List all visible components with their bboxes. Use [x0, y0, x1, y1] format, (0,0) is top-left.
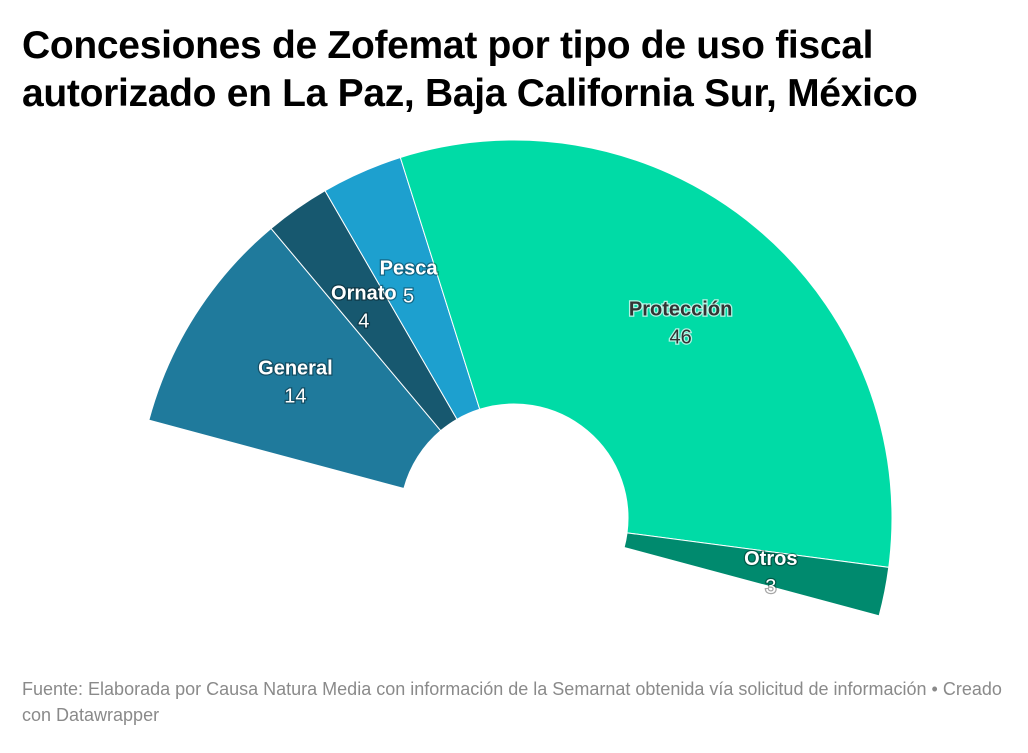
chart-footer: Fuente: Elaborada por Causa Natura Media…: [22, 676, 1012, 728]
chart-slices: [148, 139, 893, 617]
slice-label-general: General: [258, 358, 332, 380]
slice-general: [148, 227, 442, 490]
footer-source: Fuente: Elaborada por Causa Natura Media…: [22, 679, 927, 699]
chart-title-line-1: Concesiones de Zofemat por tipo de uso f…: [22, 24, 874, 67]
slice-value-proteccion: 46: [669, 326, 691, 348]
chart-title: Concesiones de Zofemat por tipo de uso f…: [22, 22, 1012, 118]
footer-credit: Creado con Datawrapper: [22, 679, 1002, 725]
slice-proteccion: [399, 139, 893, 568]
slice-value-pesca: 5: [403, 285, 414, 307]
footer-separator: •: [931, 679, 938, 699]
slice-value-otros: 3: [765, 576, 776, 598]
slice-label-ornato: Ornato: [331, 283, 397, 305]
slice-label-proteccion: Protección: [629, 298, 732, 320]
slice-label-pesca: Pesca: [380, 257, 439, 279]
chart-labels: General 14 Ornato 4 Pesca 5 Protección 46 Otros 3: [257, 256, 799, 599]
slice-value-general: 14: [284, 386, 306, 408]
slice-value-ornato: 4: [358, 311, 369, 333]
chart-title-line-2: autorizado en La Paz, Baja California Su…: [22, 72, 918, 115]
slice-otros: [623, 532, 890, 617]
slice-label-otros: Otros: [744, 548, 797, 570]
